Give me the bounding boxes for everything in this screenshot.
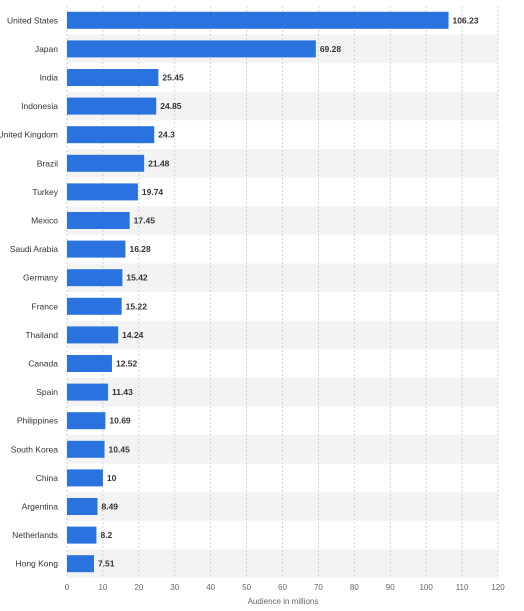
bar [67, 69, 159, 86]
value-label: 24.3 [158, 130, 175, 140]
bar [67, 412, 106, 430]
value-label: 15.42 [126, 273, 148, 283]
category-label: Hong Kong [15, 559, 58, 569]
bar [67, 498, 98, 515]
bar [67, 440, 105, 458]
value-label: 10 [107, 473, 117, 483]
bar [67, 297, 122, 315]
category-label: Japan [35, 44, 58, 54]
category-label: Philippines [17, 416, 58, 426]
value-label: 8.2 [100, 530, 112, 540]
value-label: 12.52 [116, 359, 138, 369]
value-label: 14.24 [122, 330, 144, 340]
bar [67, 469, 103, 487]
bar [67, 97, 157, 115]
value-label: 21.48 [148, 158, 170, 168]
x-tick-label: 10 [98, 583, 107, 592]
value-labels: 106.23 69.28 25.45 24.85 24.3 21.48 19.74 17.45… [98, 15, 479, 568]
x-tick-label: 50 [242, 583, 251, 592]
value-label: 17.45 [134, 216, 156, 226]
category-label: Argentina [22, 502, 59, 512]
x-tick-label: 120 [491, 583, 505, 592]
x-tick-label: 20 [134, 583, 143, 592]
category-label: China [36, 473, 58, 483]
x-axis-ticks: 0 10 20 30 40 50 60 70 80 90 100 110 120 [65, 583, 505, 592]
bar [67, 212, 130, 229]
bars [67, 11, 449, 573]
value-label: 10.69 [109, 416, 131, 426]
bar [67, 240, 126, 258]
value-label: 15.22 [126, 301, 148, 311]
category-labels: United States Japan India Indonesia United K… [0, 15, 59, 568]
bar [67, 154, 145, 172]
value-label: 10.45 [109, 444, 131, 454]
category-label: France [32, 301, 59, 311]
value-label: 7.51 [98, 559, 115, 569]
x-tick-label: 30 [170, 583, 179, 592]
x-tick-label: 80 [350, 583, 359, 592]
category-label: Indonesia [21, 101, 58, 111]
x-tick-label: 100 [419, 583, 433, 592]
value-label: 11.43 [112, 387, 133, 397]
category-label: Spain [36, 387, 58, 397]
value-label: 106.23 [453, 15, 479, 25]
bar [67, 355, 112, 372]
bar [67, 555, 94, 573]
category-label: Netherlands [12, 530, 58, 540]
x-tick-label: 40 [206, 583, 215, 592]
value-label: 19.74 [142, 187, 164, 197]
category-label: United Kingdom [0, 130, 58, 140]
category-label: Mexico [31, 216, 58, 226]
x-tick-label: 70 [314, 583, 323, 592]
x-tick-label: 110 [456, 583, 469, 592]
value-label: 24.85 [160, 101, 182, 111]
bar [67, 526, 97, 544]
value-label: 69.28 [320, 44, 342, 54]
bar [67, 183, 138, 201]
x-axis-title: Audience in millions [248, 597, 319, 606]
category-label: South Korea [11, 444, 59, 454]
x-tick-label: 60 [278, 583, 287, 592]
bar [67, 269, 123, 287]
category-label: India [40, 73, 59, 83]
category-label: Saudi Arabia [10, 244, 58, 254]
value-label: 8.49 [101, 502, 118, 512]
category-label: Turkey [32, 187, 58, 197]
category-label: Germany [23, 273, 59, 283]
x-tick-label: 90 [386, 583, 395, 592]
x-tick-label: 0 [65, 583, 70, 592]
category-label: Brazil [37, 158, 58, 168]
value-label: 25.45 [162, 73, 184, 83]
value-label: 16.28 [129, 244, 151, 254]
category-label: Thailand [25, 330, 58, 340]
bar [67, 11, 449, 29]
category-label: United States [7, 15, 58, 25]
bar [67, 326, 119, 344]
category-label: Canada [28, 359, 58, 369]
bar [67, 383, 109, 401]
bar [67, 126, 155, 144]
bar [67, 40, 316, 58]
